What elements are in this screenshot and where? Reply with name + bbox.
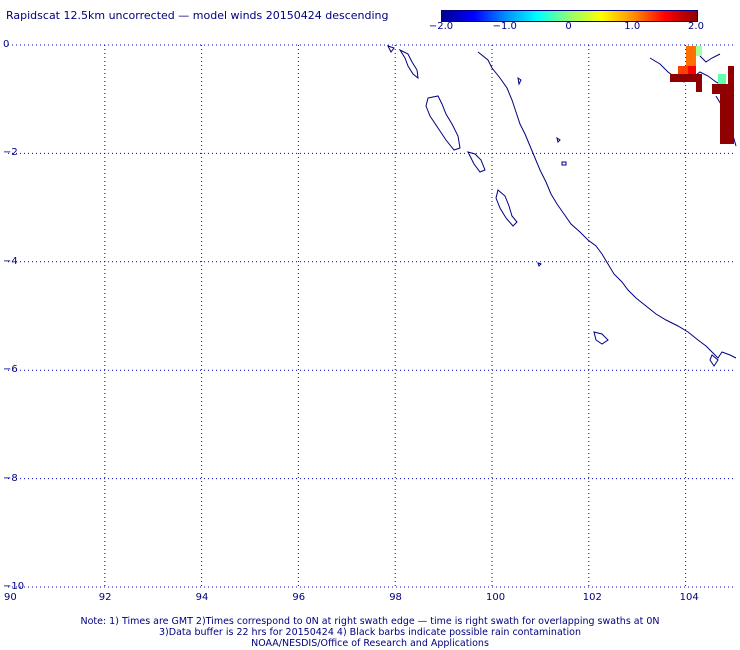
longitude-tick-label: 96	[292, 592, 306, 603]
longitude-tick-label: 100	[486, 592, 506, 603]
colorbar-tick-label: −1.0	[492, 21, 517, 32]
colorbar-tick-label: −2.0	[428, 21, 454, 32]
note-line-1: Note: 1) Times are GMT 2)Times correspon…	[80, 616, 660, 627]
island-batu	[467, 151, 486, 173]
latitude-tick-label: −6	[3, 364, 18, 376]
wind-cell	[696, 46, 702, 56]
latitude-tick-label: −8	[3, 472, 18, 484]
wind-data-cells	[670, 46, 734, 144]
colorbar-tick-label: 0	[565, 21, 572, 32]
graticule	[8, 44, 734, 588]
island-enggano	[709, 354, 719, 367]
colorbar-tick-label: 1.0	[624, 21, 641, 32]
islet-2	[556, 136, 561, 143]
longitude-tick-label: 102	[582, 592, 602, 603]
island-north	[398, 48, 419, 80]
map-title: Rapidscat 12.5km uncorrected — model win…	[6, 9, 389, 22]
wind-cell	[718, 74, 726, 84]
island-pagai	[593, 331, 609, 345]
islet-3	[561, 161, 567, 166]
sumatra-coastline	[477, 51, 737, 359]
islet-1	[517, 76, 522, 86]
island-siberut	[495, 189, 518, 227]
islet-4	[537, 262, 542, 267]
wind-cell	[688, 66, 696, 74]
coastline	[387, 45, 737, 367]
wind-cell	[686, 46, 696, 66]
longitude-tick-label: 104	[679, 592, 699, 603]
wind-cell	[696, 74, 702, 92]
latitude-tick-label: −2	[3, 147, 18, 159]
longitude-tick-label: 94	[195, 592, 209, 603]
colorbar	[441, 10, 698, 22]
latitude-tick-label: 0	[3, 39, 10, 50]
note-line-3: NOAA/NESDIS/Office of Research and Appli…	[251, 638, 489, 649]
wind-cell	[720, 94, 734, 144]
latitude-tick-label: −4	[3, 255, 18, 267]
longitude-tick-label: 90	[4, 592, 17, 603]
plot-frame	[8, 45, 734, 587]
wind-cell	[670, 74, 696, 82]
colorbar-tick-label: 2.0	[688, 21, 704, 32]
wind-cell	[728, 66, 734, 84]
longitude-tick-label: 92	[98, 592, 112, 603]
longitude-tick-label: 98	[389, 592, 402, 603]
island-nias	[425, 95, 461, 151]
wind-cell	[712, 84, 734, 94]
note-line-2: 3)Data buffer is 22 hrs for 20150424 4) …	[159, 627, 581, 638]
island-north-2	[387, 45, 395, 53]
latitude-tick-label: −10	[3, 581, 25, 592]
wind-cell	[678, 66, 688, 74]
